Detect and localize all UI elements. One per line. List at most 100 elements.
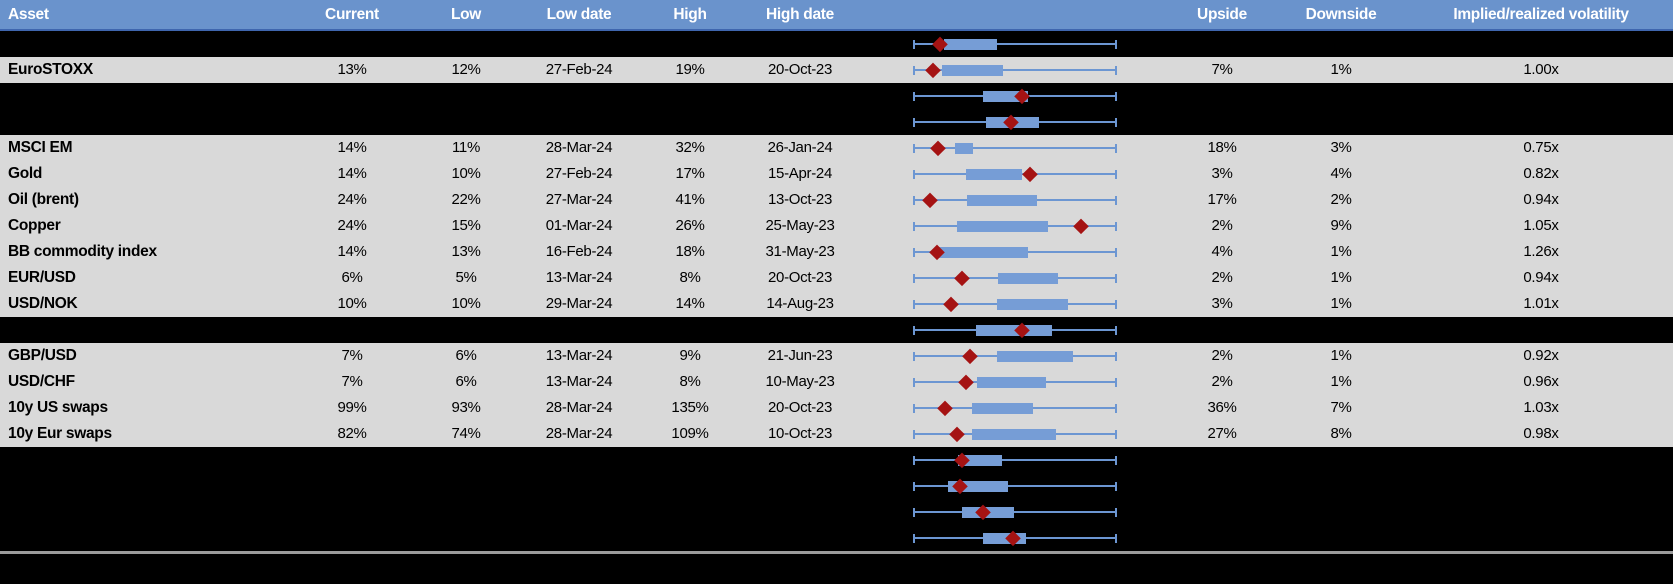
table-row[interactable]: 10y US swaps 99% 93% 28-Mar-24 135% 20-Oct-23… [0, 395, 1673, 421]
cell-asset[interactable]: Oil (brent) [8, 191, 79, 208]
cell-upside[interactable]: 2% [1211, 269, 1233, 286]
volatility-boxplot[interactable] [855, 265, 1130, 291]
cell-high_date[interactable]: 10-May-23 [765, 373, 835, 390]
cell-high[interactable]: 135% [671, 399, 709, 416]
volatility-boxplot[interactable] [855, 395, 1130, 421]
volatility-boxplot[interactable] [855, 135, 1130, 161]
cell-upside[interactable]: 3% [1211, 295, 1233, 312]
cell-high[interactable]: 17% [675, 165, 705, 182]
cell-high_date[interactable]: 14-Aug-23 [766, 295, 834, 312]
cell-high_date[interactable]: 10-Oct-23 [768, 425, 832, 442]
cell-upside[interactable]: 18% [1207, 139, 1237, 156]
cell-asset[interactable]: USD/NOK [8, 295, 78, 312]
cell-low[interactable]: 22% [451, 191, 481, 208]
cell-ivol[interactable]: 1.26x [1523, 243, 1559, 260]
cell-low[interactable]: 11% [451, 139, 480, 156]
cell-high[interactable]: 9% [679, 347, 701, 364]
cell-upside[interactable]: 4% [1211, 243, 1233, 260]
cell-high_date[interactable]: 20-Oct-23 [768, 269, 832, 286]
cell-current[interactable]: 10% [337, 295, 367, 312]
volatility-boxplot[interactable] [855, 57, 1130, 83]
volatility-boxplot[interactable] [855, 239, 1130, 265]
cell-high_date[interactable]: 26-Jan-24 [767, 139, 833, 156]
cell-downside[interactable]: 1% [1330, 243, 1352, 260]
volatility-boxplot[interactable] [855, 109, 1130, 135]
header-cell-downside[interactable]: Downside [1305, 6, 1377, 23]
cell-low[interactable]: 6% [455, 347, 477, 364]
cell-high[interactable]: 19% [675, 61, 705, 78]
cell-low_date[interactable]: 28-Mar-24 [545, 425, 613, 442]
cell-high_date[interactable]: 25-May-23 [765, 217, 835, 234]
cell-low_date[interactable]: 27-Feb-24 [545, 165, 613, 182]
cell-low_date[interactable]: 27-Mar-24 [545, 191, 613, 208]
cell-low_date[interactable]: 27-Feb-24 [545, 61, 613, 78]
cell-downside[interactable]: 8% [1330, 425, 1352, 442]
table-row[interactable]: GBP/USD 7% 6% 13-Mar-24 9% 21-Jun-23 2% 1% 0.92x [0, 343, 1673, 369]
cell-current[interactable]: 82% [337, 425, 367, 442]
cell-upside[interactable]: 27% [1207, 425, 1237, 442]
cell-asset[interactable]: Copper [8, 217, 61, 234]
cell-ivol[interactable]: 0.94x [1523, 269, 1559, 286]
cell-asset[interactable]: 10y US swaps [8, 399, 108, 416]
cell-downside[interactable]: 9% [1330, 217, 1352, 234]
cell-downside[interactable]: 4% [1330, 165, 1352, 182]
cell-low[interactable]: 12% [451, 61, 481, 78]
cell-current[interactable]: 7% [341, 347, 363, 364]
volatility-boxplot[interactable] [855, 499, 1130, 525]
cell-downside[interactable]: 1% [1330, 295, 1352, 312]
cell-current[interactable]: 99% [337, 399, 367, 416]
cell-high[interactable]: 8% [679, 269, 701, 286]
cell-upside[interactable]: 3% [1211, 165, 1233, 182]
cell-ivol[interactable]: 1.01x [1523, 295, 1559, 312]
cell-downside[interactable]: 3% [1330, 139, 1352, 156]
header-cell-upside[interactable]: Upside [1197, 6, 1247, 23]
cell-low[interactable]: 15% [451, 217, 481, 234]
cell-asset[interactable]: MSCI EM [8, 139, 73, 156]
cell-high_date[interactable]: 20-Oct-23 [768, 61, 832, 78]
cell-low_date[interactable]: 16-Feb-24 [545, 243, 613, 260]
table-row[interactable]: Copper 24% 15% 01-Mar-24 26% 25-May-23 2% 9% 1.0… [0, 213, 1673, 239]
volatility-boxplot[interactable] [855, 161, 1130, 187]
table-row[interactable]: Oil (brent) 24% 22% 27-Mar-24 41% 13-Oct-23 17… [0, 187, 1673, 213]
cell-upside[interactable]: 36% [1207, 399, 1237, 416]
cell-upside[interactable]: 2% [1211, 217, 1233, 234]
cell-current[interactable]: 14% [337, 139, 367, 156]
cell-low[interactable]: 6% [455, 373, 477, 390]
table-row[interactable]: 10y Eur swaps 82% 74% 28-Mar-24 109% 10-Oct-2… [0, 421, 1673, 447]
cell-upside[interactable]: 2% [1211, 347, 1233, 364]
cell-ivol[interactable]: 1.05x [1523, 217, 1559, 234]
cell-low_date[interactable]: 13-Mar-24 [545, 269, 613, 286]
cell-low[interactable]: 10% [451, 165, 481, 182]
cell-low_date[interactable]: 13-Mar-24 [545, 347, 613, 364]
cell-current[interactable]: 6% [341, 269, 363, 286]
cell-downside[interactable]: 1% [1330, 269, 1352, 286]
table-row[interactable]: BB commodity index 14% 13% 16-Feb-24 18% 31-M… [0, 239, 1673, 265]
cell-low_date[interactable]: 01-Mar-24 [545, 217, 613, 234]
cell-high_date[interactable]: 21-Jun-23 [767, 347, 833, 364]
header-cell-high[interactable]: High [673, 6, 707, 23]
volatility-boxplot[interactable] [855, 525, 1130, 551]
cell-low_date[interactable]: 28-Mar-24 [545, 399, 613, 416]
cell-high_date[interactable]: 20-Oct-23 [768, 399, 832, 416]
cell-current[interactable]: 13% [337, 61, 367, 78]
cell-ivol[interactable]: 0.82x [1523, 165, 1559, 182]
cell-low_date[interactable]: 28-Mar-24 [545, 139, 613, 156]
cell-asset[interactable]: Gold [8, 165, 43, 182]
volatility-boxplot[interactable] [855, 473, 1130, 499]
volatility-boxplot[interactable] [855, 291, 1130, 317]
cell-asset[interactable]: EUR/USD [8, 269, 76, 286]
table-row[interactable]: Gold 14% 10% 27-Feb-24 17% 15-Apr-24 3% 4% 0.82x [0, 161, 1673, 187]
cell-upside[interactable]: 17% [1207, 191, 1237, 208]
table-row[interactable]: USD/NOK 10% 10% 29-Mar-24 14% 14-Aug-23 3% 1% 1.… [0, 291, 1673, 317]
cell-upside[interactable]: 7% [1211, 61, 1233, 78]
volatility-boxplot[interactable] [855, 369, 1130, 395]
cell-downside[interactable]: 1% [1330, 373, 1352, 390]
cell-ivol[interactable]: 1.00x [1523, 61, 1559, 78]
volatility-boxplot[interactable] [855, 447, 1130, 473]
cell-high[interactable]: 14% [675, 295, 705, 312]
table-row[interactable]: EuroSTOXX 13% 12% 27-Feb-24 19% 20-Oct-23 7% 1%… [0, 57, 1673, 83]
volatility-boxplot[interactable] [855, 213, 1130, 239]
cell-high[interactable]: 8% [679, 373, 701, 390]
volatility-boxplot[interactable] [855, 187, 1130, 213]
cell-upside[interactable]: 2% [1211, 373, 1233, 390]
